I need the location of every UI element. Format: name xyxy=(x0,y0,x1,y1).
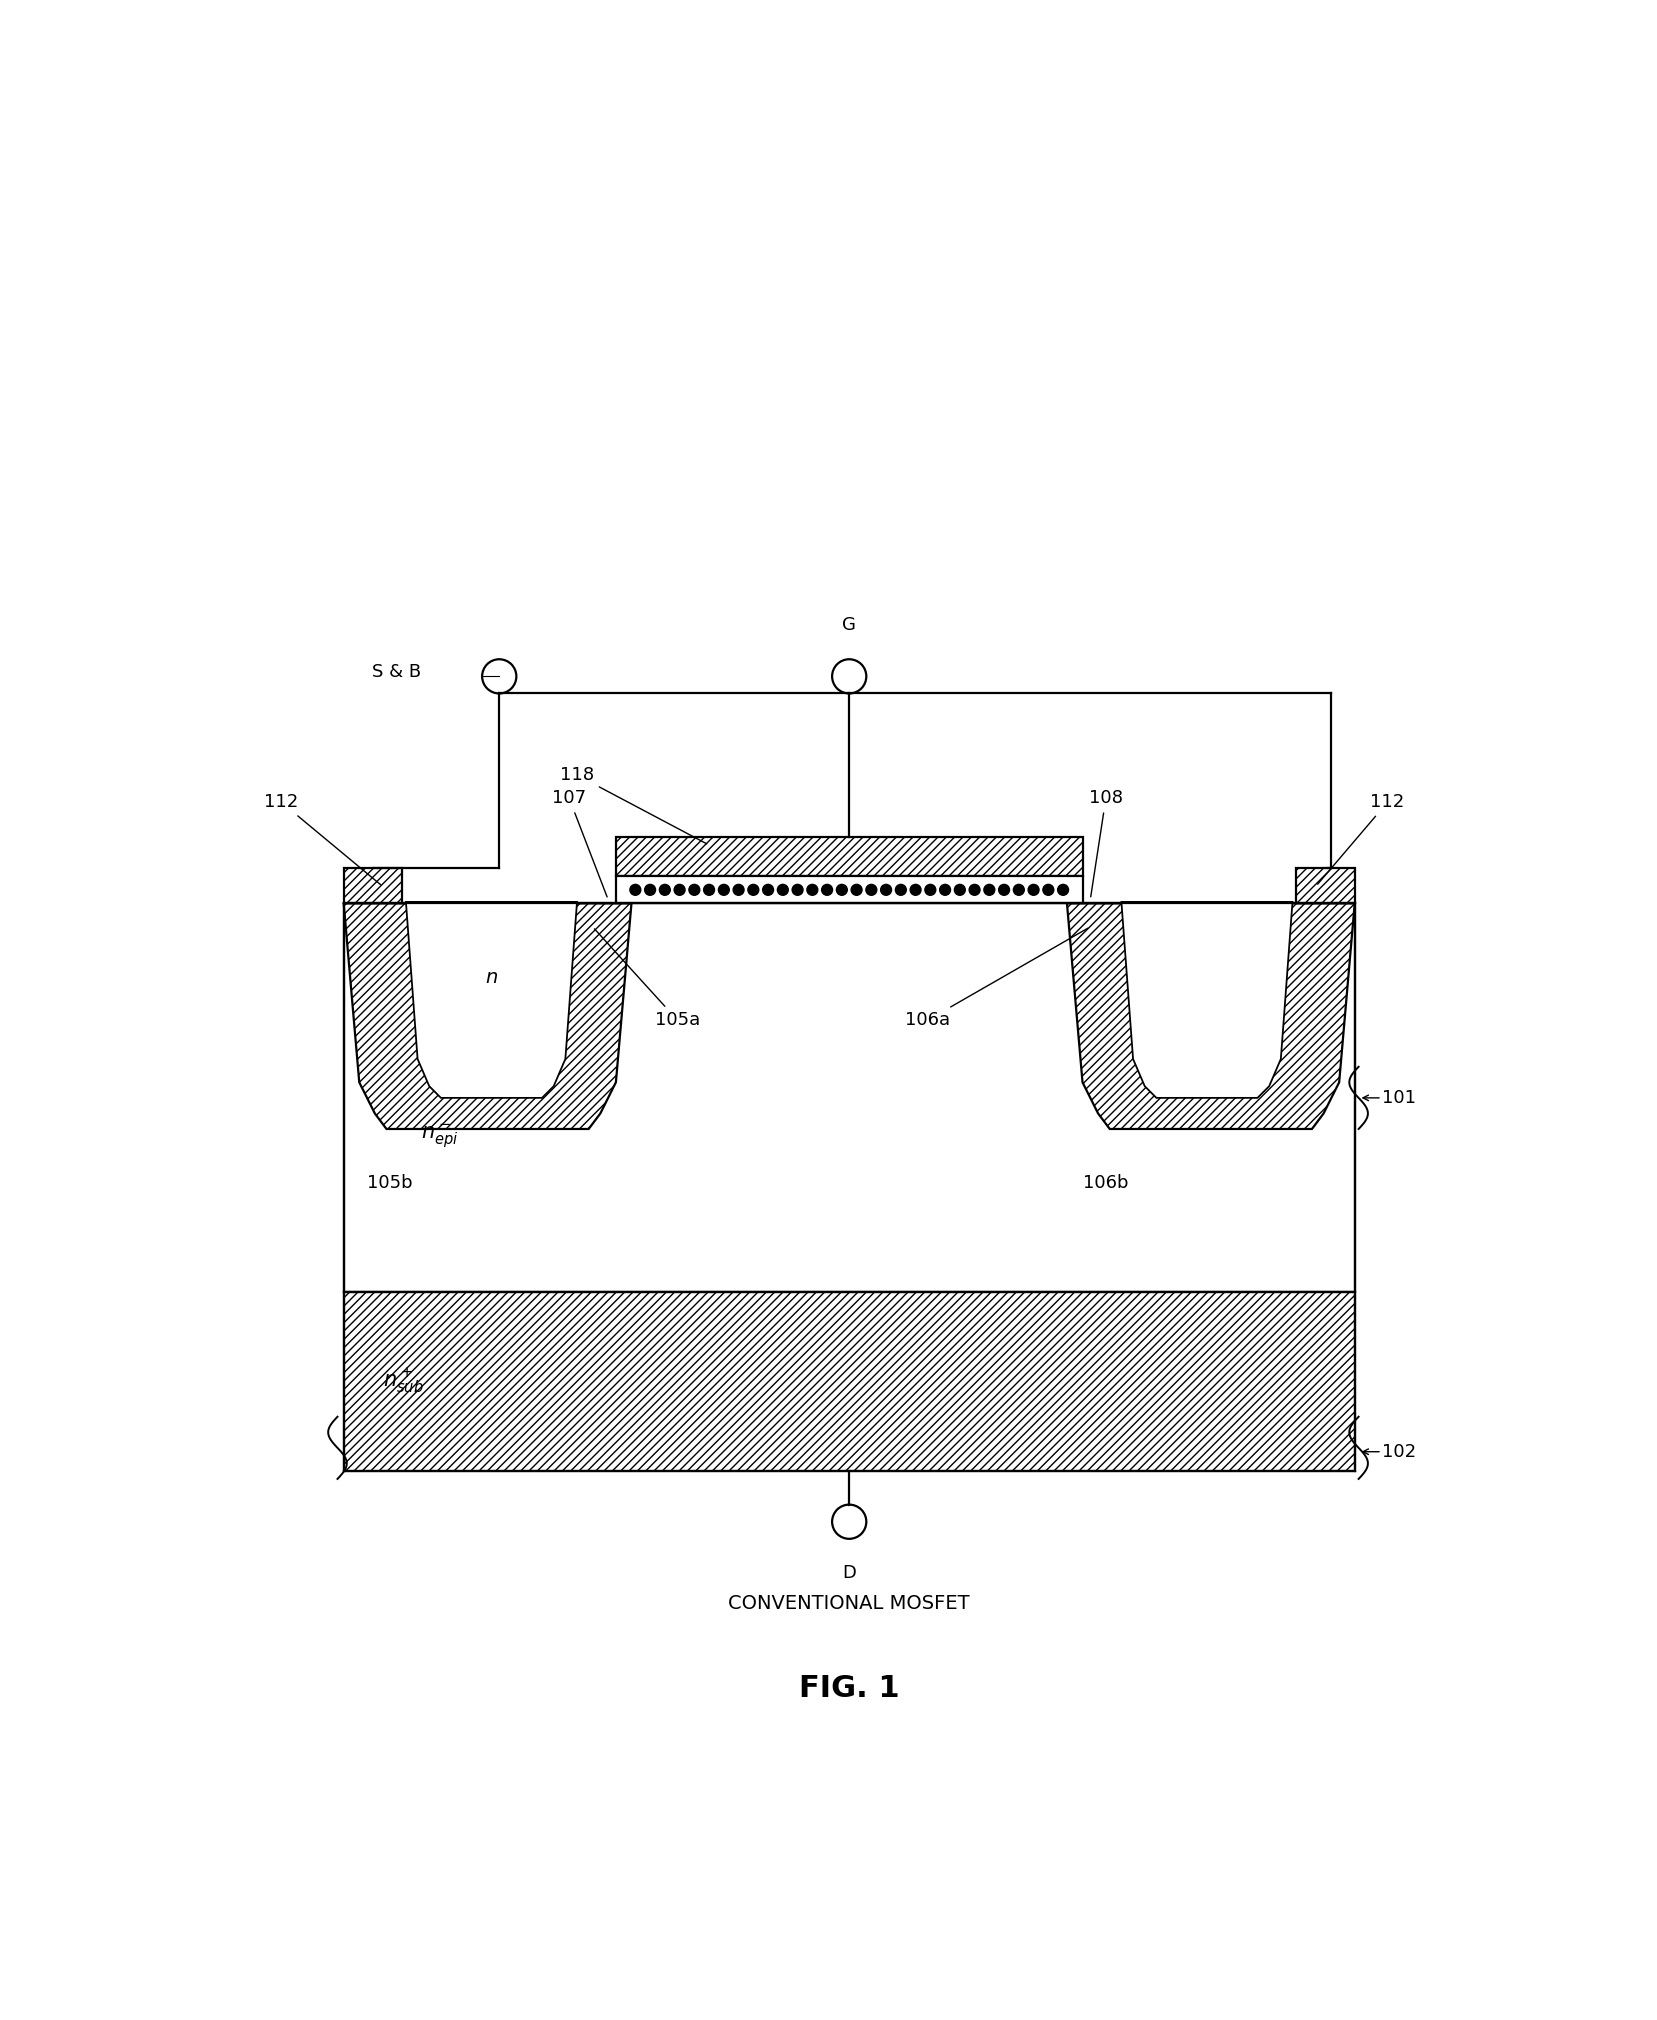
Text: 106b: 106b xyxy=(1082,1174,1128,1192)
Circle shape xyxy=(999,885,1009,895)
Circle shape xyxy=(645,885,656,895)
Circle shape xyxy=(689,885,699,895)
Circle shape xyxy=(659,885,671,895)
Text: n: n xyxy=(486,968,497,988)
Circle shape xyxy=(792,885,804,895)
Circle shape xyxy=(925,885,936,895)
Circle shape xyxy=(984,885,994,895)
Text: 112: 112 xyxy=(265,794,381,885)
Circle shape xyxy=(1057,885,1069,895)
Circle shape xyxy=(674,885,684,895)
Text: D: D xyxy=(842,1563,857,1582)
Circle shape xyxy=(630,885,641,895)
Text: CONVENTIONAL MOSFET: CONVENTIONAL MOSFET xyxy=(729,1594,969,1612)
Polygon shape xyxy=(343,903,1355,1293)
Circle shape xyxy=(852,885,862,895)
Circle shape xyxy=(969,885,979,895)
Text: $n^-_{epi}$: $n^-_{epi}$ xyxy=(421,1123,459,1149)
Circle shape xyxy=(867,885,877,895)
Circle shape xyxy=(807,885,819,895)
Text: G: G xyxy=(842,616,857,634)
Circle shape xyxy=(910,885,921,895)
Text: 106a: 106a xyxy=(905,927,1089,1028)
Circle shape xyxy=(704,885,714,895)
Polygon shape xyxy=(1122,901,1292,1099)
Circle shape xyxy=(880,885,891,895)
Circle shape xyxy=(732,885,744,895)
Circle shape xyxy=(762,885,774,895)
Circle shape xyxy=(895,885,906,895)
Circle shape xyxy=(747,885,759,895)
Text: 118: 118 xyxy=(560,766,708,844)
Circle shape xyxy=(719,885,729,895)
Polygon shape xyxy=(406,901,577,1099)
Circle shape xyxy=(1042,885,1054,895)
Circle shape xyxy=(1027,885,1039,895)
Text: 102: 102 xyxy=(1382,1442,1417,1460)
Polygon shape xyxy=(616,877,1082,903)
Circle shape xyxy=(954,885,966,895)
Circle shape xyxy=(940,885,951,895)
Polygon shape xyxy=(343,903,631,1129)
Text: 105b: 105b xyxy=(368,1174,413,1192)
Circle shape xyxy=(1014,885,1024,895)
Text: 108: 108 xyxy=(1089,790,1123,897)
Text: S & B: S & B xyxy=(373,663,421,681)
Polygon shape xyxy=(616,838,1082,877)
Text: 101: 101 xyxy=(1382,1089,1417,1107)
Text: 107: 107 xyxy=(552,790,606,897)
Text: FIG. 1: FIG. 1 xyxy=(799,1675,900,1703)
Text: $n^+_{sub}$: $n^+_{sub}$ xyxy=(383,1368,423,1396)
Text: 112: 112 xyxy=(1317,794,1405,885)
Polygon shape xyxy=(343,869,403,903)
Polygon shape xyxy=(1296,869,1355,903)
Circle shape xyxy=(777,885,789,895)
Polygon shape xyxy=(1067,903,1355,1129)
Polygon shape xyxy=(343,1293,1355,1471)
Circle shape xyxy=(837,885,847,895)
Circle shape xyxy=(822,885,832,895)
Text: 105a: 105a xyxy=(595,929,699,1028)
